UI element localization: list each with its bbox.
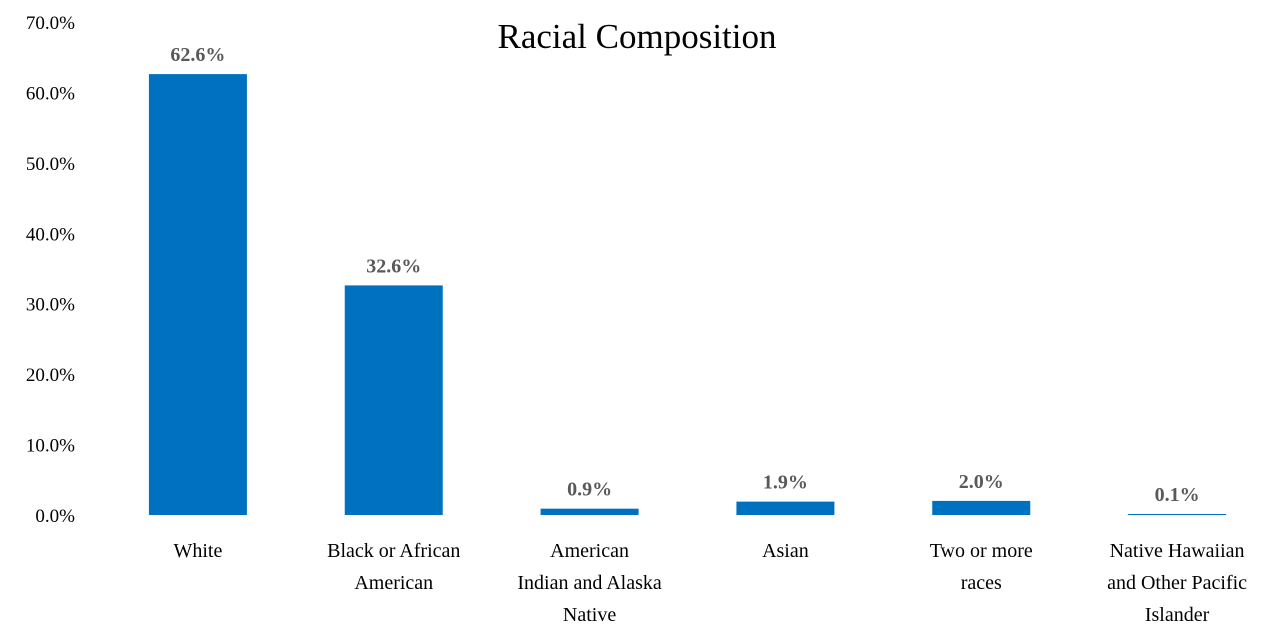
y-axis: 0.0% 10.0% 20.0% 30.0% 40.0% 50.0% 60.0% 70.0% xyxy=(26,13,75,527)
y-tick-label: 60.0% xyxy=(26,83,75,104)
bar-series xyxy=(148,74,1227,516)
x-tick-label: Black or African American xyxy=(327,540,460,594)
x-tick-label: Asian xyxy=(762,540,809,562)
y-tick-label: 0.0% xyxy=(35,506,75,527)
bar xyxy=(736,501,835,515)
y-tick-label: 70.0% xyxy=(26,13,75,34)
data-label: 2.0% xyxy=(959,471,1004,493)
y-tick-label: 40.0% xyxy=(26,224,75,245)
y-tick-label: 30.0% xyxy=(26,295,75,316)
y-tick-label: 20.0% xyxy=(26,365,75,386)
data-label: 62.6% xyxy=(170,44,225,66)
bar xyxy=(148,74,247,516)
data-label: 0.9% xyxy=(567,479,612,501)
x-tick-label: Native Hawaiian and Other Pacific Islander xyxy=(1107,540,1247,626)
y-tick-label: 10.0% xyxy=(26,436,75,457)
bar xyxy=(344,285,443,515)
x-tick-label: White xyxy=(173,540,222,562)
chart-title: Racial Composition xyxy=(497,17,776,56)
data-label: 0.1% xyxy=(1155,484,1200,506)
x-tick-label: Two or more races xyxy=(930,540,1033,594)
x-axis: White Black or African American American Ind… xyxy=(173,540,1247,626)
data-label: 32.6% xyxy=(366,255,421,277)
bar xyxy=(540,508,639,515)
bar xyxy=(1128,514,1227,515)
data-labels: 62.6% 32.6% 0.9% 1.9% 2.0% 0.1% xyxy=(170,44,1199,506)
data-label: 1.9% xyxy=(763,472,808,494)
bar xyxy=(932,500,1031,515)
x-tick-label: American Indian and Alaska Native xyxy=(517,540,662,626)
y-tick-label: 50.0% xyxy=(26,154,75,175)
